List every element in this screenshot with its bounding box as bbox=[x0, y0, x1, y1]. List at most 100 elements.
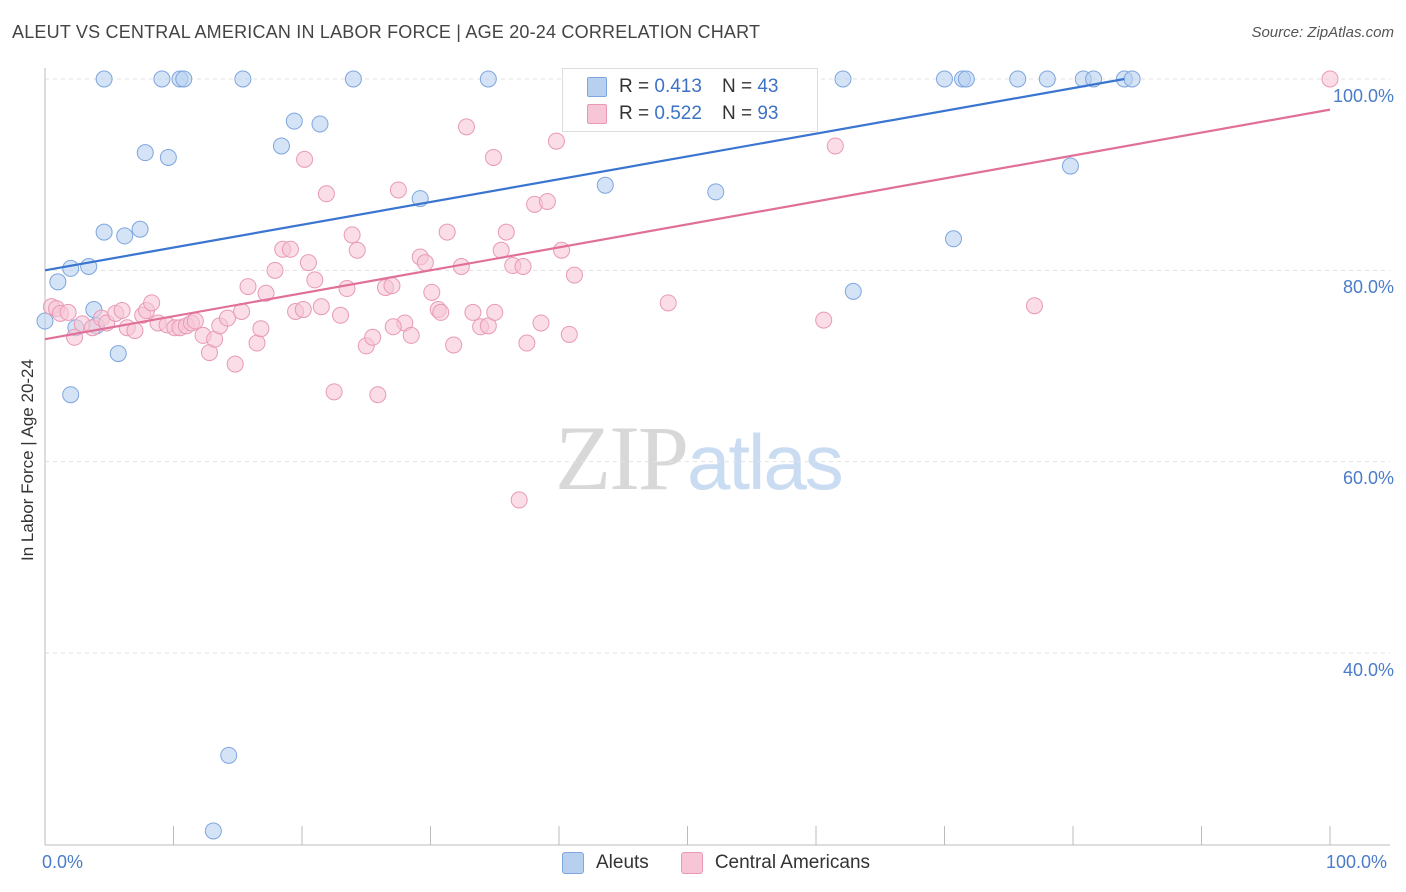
point-central-americans bbox=[518, 334, 536, 352]
watermark: ZIPatlas bbox=[555, 405, 844, 511]
point-central-americans bbox=[532, 314, 550, 332]
x-tick-label-max: 100.0% bbox=[1326, 852, 1388, 872]
source-label: Source: ZipAtlas.com bbox=[1251, 24, 1394, 41]
legend-swatch-aleuts bbox=[562, 852, 584, 874]
point-central-americans bbox=[299, 254, 317, 272]
point-aleuts bbox=[136, 144, 154, 162]
legend-label-central-americans: Central Americans bbox=[714, 852, 871, 873]
point-central-americans bbox=[281, 240, 299, 258]
point-central-americans bbox=[113, 302, 131, 320]
point-central-americans bbox=[445, 336, 463, 354]
point-aleuts bbox=[311, 115, 329, 133]
point-central-americans bbox=[338, 280, 356, 298]
point-aleuts bbox=[49, 273, 67, 291]
point-central-americans bbox=[312, 298, 330, 316]
trendline-central-americans bbox=[44, 108, 1331, 341]
point-central-americans bbox=[484, 148, 502, 166]
point-aleuts bbox=[707, 183, 725, 201]
point-central-americans bbox=[325, 383, 343, 401]
legend-n-label: N = bbox=[721, 103, 753, 124]
point-central-americans bbox=[438, 223, 456, 241]
point-central-americans bbox=[1025, 297, 1043, 315]
point-central-americans bbox=[560, 325, 578, 343]
point-central-americans bbox=[383, 277, 401, 295]
point-central-americans bbox=[226, 355, 244, 373]
legend-swatch-aleuts bbox=[587, 77, 607, 97]
point-central-americans bbox=[266, 261, 284, 279]
point-aleuts bbox=[1038, 70, 1056, 88]
point-central-americans bbox=[252, 320, 270, 338]
point-aleuts bbox=[204, 822, 222, 840]
legend-swatch-central-americans bbox=[587, 104, 607, 124]
point-central-americans bbox=[364, 328, 382, 346]
x-tick-label-min: 0.0% bbox=[42, 852, 84, 872]
point-aleuts bbox=[957, 70, 975, 88]
y-tick-label-100: 100.0% bbox=[1332, 86, 1394, 106]
point-central-americans bbox=[815, 311, 833, 329]
legend-n-label: N = bbox=[721, 76, 753, 97]
point-central-americans bbox=[659, 294, 677, 312]
point-central-americans bbox=[186, 312, 204, 330]
point-central-americans bbox=[553, 241, 571, 259]
legend-swatch-central-americans bbox=[680, 852, 703, 874]
point-central-americans bbox=[294, 301, 312, 319]
point-central-americans bbox=[423, 283, 441, 301]
point-aleuts bbox=[936, 70, 953, 88]
point-central-americans bbox=[296, 150, 314, 168]
point-aleuts bbox=[153, 70, 171, 88]
point-aleuts bbox=[1009, 70, 1027, 88]
point-central-americans bbox=[416, 254, 434, 272]
point-aleuts bbox=[116, 227, 134, 245]
point-central-americans bbox=[547, 132, 565, 150]
legend-n-value-central-americans: 93 bbox=[757, 103, 779, 124]
point-central-americans bbox=[457, 118, 475, 136]
legend-n-value-aleuts: 43 bbox=[757, 76, 779, 97]
point-central-americans bbox=[538, 192, 556, 210]
point-aleuts bbox=[62, 259, 80, 277]
point-central-americans bbox=[384, 318, 402, 336]
point-aleuts bbox=[159, 148, 177, 166]
point-aleuts bbox=[479, 70, 497, 88]
point-aleuts bbox=[596, 176, 614, 194]
point-aleuts bbox=[175, 70, 193, 88]
point-central-americans bbox=[464, 303, 482, 321]
point-aleuts bbox=[272, 137, 290, 155]
legend-row-central-americans: R = 0.522 N = 93 bbox=[587, 102, 778, 126]
point-aleuts bbox=[1061, 157, 1079, 175]
point-aleuts bbox=[36, 312, 54, 330]
point-aleuts bbox=[844, 282, 862, 300]
point-central-americans bbox=[248, 334, 266, 352]
point-central-americans bbox=[59, 303, 77, 321]
point-central-americans bbox=[402, 326, 420, 344]
point-central-americans bbox=[486, 303, 504, 321]
point-central-americans bbox=[218, 309, 236, 327]
point-aleuts bbox=[944, 230, 962, 248]
series-legend: Aleuts Central Americans bbox=[562, 852, 902, 874]
legend-r-label: R = bbox=[619, 103, 650, 124]
legend-r-value-central-americans: 0.522 bbox=[654, 103, 702, 124]
point-central-americans bbox=[510, 491, 528, 509]
legend-row-aleuts: R = 0.413 N = 43 bbox=[587, 75, 778, 99]
point-aleuts bbox=[220, 746, 238, 764]
point-aleuts bbox=[109, 345, 127, 363]
point-central-americans bbox=[565, 266, 583, 284]
point-aleuts bbox=[131, 220, 149, 238]
legend-r-label: R = bbox=[619, 76, 650, 97]
point-aleuts bbox=[95, 70, 113, 88]
legend-item-aleuts[interactable]: Aleuts bbox=[562, 852, 649, 874]
point-central-americans bbox=[257, 284, 275, 302]
point-central-americans bbox=[143, 294, 161, 312]
y-tick-label-60: 60.0% bbox=[1342, 468, 1394, 488]
point-central-americans bbox=[514, 258, 532, 276]
point-central-americans bbox=[1321, 70, 1339, 88]
legend-r-value-aleuts: 0.413 bbox=[654, 76, 702, 97]
point-central-americans bbox=[369, 386, 387, 404]
point-central-americans bbox=[497, 223, 515, 241]
point-central-americans bbox=[317, 185, 335, 203]
point-central-americans bbox=[343, 226, 361, 244]
point-aleuts bbox=[834, 70, 852, 88]
trendline-aleuts bbox=[44, 77, 1125, 272]
legend-item-central-americans[interactable]: Central Americans bbox=[680, 852, 871, 874]
point-aleuts bbox=[95, 223, 113, 241]
